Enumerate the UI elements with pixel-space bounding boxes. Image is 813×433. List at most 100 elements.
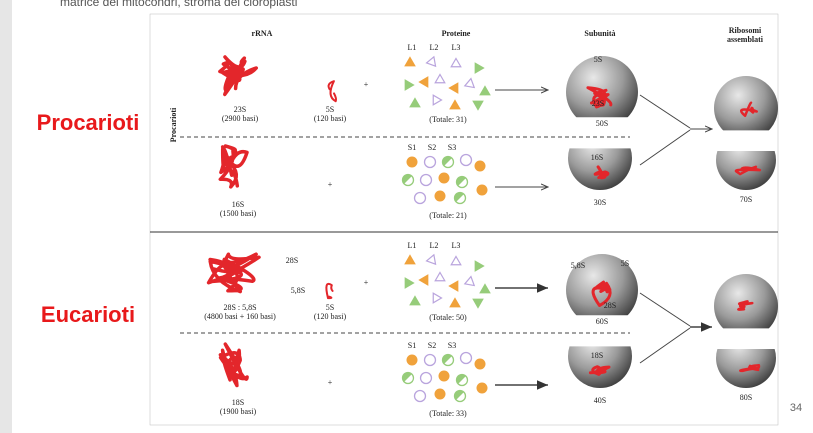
protein: [456, 176, 466, 186]
label: 28S: [604, 301, 616, 310]
column-header: Subunità: [584, 29, 615, 38]
protein: [450, 57, 462, 68]
protein: [402, 372, 412, 382]
protein: [418, 76, 429, 88]
protein: [406, 354, 418, 366]
connector: [639, 327, 691, 364]
protein: [474, 358, 486, 370]
column-header: Ribosomi: [729, 26, 762, 35]
column-header: Proteine: [442, 29, 471, 38]
protein: [476, 382, 488, 394]
rrna-strand: [327, 80, 338, 103]
protein: [404, 277, 415, 289]
protein: [449, 297, 461, 308]
side-label: Eucarioti: [41, 302, 135, 327]
label: 28S : 5,8S: [223, 303, 256, 312]
label: 50S: [596, 119, 608, 128]
label: 23S: [234, 105, 246, 114]
left-strip: [0, 0, 12, 433]
subunit: [566, 56, 638, 118]
protein: [448, 82, 459, 94]
protein: [409, 295, 421, 306]
subunit: [714, 76, 778, 131]
protein: [472, 298, 484, 309]
protein: [434, 73, 446, 84]
protein: [438, 370, 450, 382]
column-header: rRNA: [252, 29, 273, 38]
label: 5S: [594, 55, 602, 64]
header-text: matrice dei mitocondri, stroma dei cloro…: [60, 0, 297, 9]
rrna-strand: [591, 280, 612, 307]
connector: [639, 129, 691, 166]
subunit: [714, 274, 778, 329]
label: (2900 basi): [222, 114, 259, 123]
label: (1500 basi): [220, 209, 257, 218]
protein: [463, 275, 476, 287]
protein: [438, 172, 450, 184]
label: L3: [452, 43, 461, 52]
rrna-strand: [588, 365, 611, 376]
rrna-strand: [218, 342, 249, 388]
label: (120 basi): [314, 312, 347, 321]
label: 16S: [232, 200, 244, 209]
label: (Totale: 31): [429, 115, 467, 124]
protein: [479, 283, 491, 294]
figure: rRNA Proteine Subunità Ribosomi assembla…: [149, 13, 779, 426]
label: (4800 basi + 160 basi): [204, 312, 276, 321]
group-label: Procarioti: [169, 107, 178, 142]
label: 60S: [596, 317, 608, 326]
protein: [459, 351, 473, 365]
label: +: [328, 378, 333, 387]
rrna-strand: [734, 165, 762, 176]
rrna-strand: [206, 252, 261, 294]
page-number: 34: [790, 402, 802, 414]
label: L1: [408, 241, 417, 250]
connector: [639, 292, 691, 327]
protein: [456, 374, 466, 384]
protein: [476, 184, 488, 196]
label: 40S: [594, 396, 606, 405]
label: 5,8S: [571, 261, 585, 270]
label: +: [364, 80, 369, 89]
label: 5,8S: [291, 286, 305, 295]
protein: [474, 62, 485, 74]
label: (Totale: 50): [429, 313, 467, 322]
protein: [419, 173, 433, 187]
protein: [423, 155, 437, 169]
label: 23S: [592, 99, 604, 108]
label: 5S: [621, 259, 629, 268]
protein: [442, 354, 452, 364]
rrna-strand: [325, 282, 334, 300]
side-label: Procarioti: [37, 110, 140, 135]
label: 18S: [232, 398, 244, 407]
rrna-strand: [218, 144, 249, 189]
protein: [404, 79, 415, 91]
label: +: [364, 278, 369, 287]
protein: [413, 191, 427, 205]
label: 70S: [740, 195, 752, 204]
rrna-strand: [593, 165, 610, 180]
label: S1: [408, 341, 416, 350]
protein: [419, 371, 433, 385]
protein: [409, 97, 421, 108]
protein: [413, 389, 427, 403]
label: L2: [430, 241, 439, 250]
protein: [449, 99, 461, 110]
label: 30S: [594, 198, 606, 207]
protein: [404, 56, 416, 67]
label: 5S: [326, 105, 334, 114]
label: (Totale: 21): [429, 211, 467, 220]
protein: [432, 292, 443, 304]
protein: [448, 280, 459, 292]
column-header: assemblati: [727, 35, 764, 44]
protein: [423, 353, 437, 367]
label: +: [328, 180, 333, 189]
protein: [434, 388, 446, 400]
protein: [479, 85, 491, 96]
protein: [472, 100, 484, 111]
protein: [454, 390, 464, 400]
protein: [425, 253, 437, 266]
protein: [434, 271, 446, 282]
label: L3: [452, 241, 461, 250]
